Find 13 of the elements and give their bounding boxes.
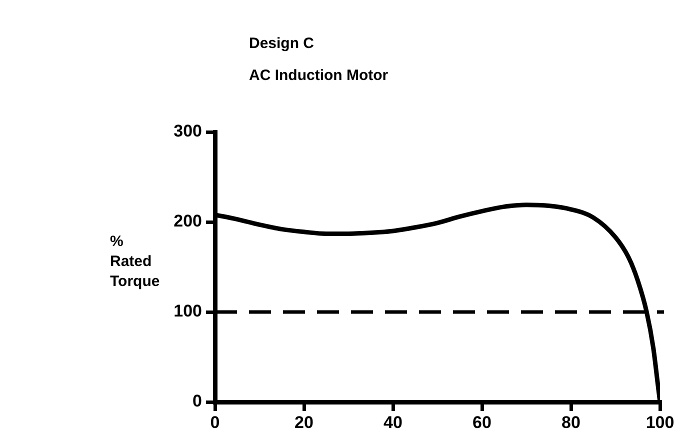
x-tick-label: 20 (294, 412, 314, 432)
x-tick-label: 60 (472, 412, 492, 432)
y-tick-label: 200 (174, 212, 202, 231)
y-axis-title: % Rated Torque (110, 232, 160, 292)
x-tick-label: 80 (562, 412, 580, 432)
y-tick-label: 300 (174, 122, 202, 141)
y-tick-label: 0 (192, 392, 202, 411)
chart-title: Design C (249, 35, 314, 52)
y-tick-label: 100 (174, 302, 202, 321)
chart-subtitle: AC Induction Motor (249, 67, 388, 84)
x-tick-label: 100 (646, 412, 674, 432)
x-tick-label: 40 (384, 412, 402, 432)
x-tick-label: 0 (210, 412, 220, 432)
